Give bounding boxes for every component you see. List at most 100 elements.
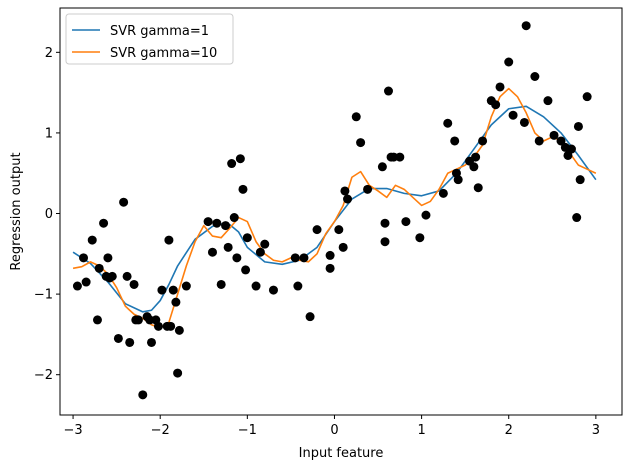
data-point (575, 175, 585, 185)
data-point (491, 100, 501, 110)
data-point (125, 337, 135, 347)
data-point (453, 175, 463, 185)
data-point (293, 281, 303, 291)
data-point (138, 390, 148, 400)
data-point (207, 247, 217, 257)
data-point (566, 144, 576, 154)
data-point (251, 281, 261, 291)
x-tick-label: 3 (592, 423, 600, 438)
x-axis-label: Input feature (299, 446, 384, 461)
data-point (582, 92, 592, 102)
data-point (122, 271, 132, 281)
x-tick-label: −3 (63, 423, 82, 438)
y-tick-label: −1 (34, 288, 53, 303)
data-point (421, 210, 431, 220)
data-point (232, 253, 242, 263)
data-point (229, 213, 239, 223)
data-point (119, 197, 129, 207)
data-point (573, 121, 583, 131)
y-tick-label: −2 (34, 368, 53, 383)
data-point (99, 218, 109, 228)
y-axis-label: Regression output (9, 152, 24, 270)
data-point (171, 297, 181, 307)
data-point (153, 321, 163, 331)
x-axis-ticks: −3 −2 −1 0 1 2 3 (63, 415, 600, 438)
data-point (268, 285, 278, 295)
y-tick-label: 1 (45, 126, 53, 141)
data-point (241, 265, 251, 275)
data-point (530, 72, 540, 81)
data-point (549, 130, 559, 140)
x-tick-label: −1 (238, 423, 257, 438)
legend: SVR gamma=1 SVR gamma=10 (65, 13, 234, 65)
data-point (113, 333, 123, 343)
data-point (168, 285, 178, 295)
data-point (238, 184, 248, 194)
data-point (534, 136, 544, 146)
data-point (340, 186, 350, 196)
data-point (260, 239, 270, 249)
data-point (227, 159, 237, 169)
data-point (203, 217, 213, 227)
data-point (223, 242, 233, 252)
y-axis-ticks: −2 −1 0 1 2 (34, 46, 60, 383)
data-point (351, 112, 361, 122)
data-point (221, 221, 231, 231)
data-point (299, 253, 309, 263)
data-point (242, 233, 252, 243)
data-point (443, 118, 453, 128)
legend-label-gamma-10: SVR gamma=10 (110, 46, 217, 61)
data-point (212, 218, 222, 228)
data-point (157, 285, 167, 295)
data-point (173, 368, 183, 378)
data-point (103, 253, 113, 263)
series-layer (72, 21, 597, 400)
x-tick-label: 0 (330, 423, 338, 438)
plot-area (59, 7, 623, 416)
y-tick-label: 0 (45, 207, 53, 222)
data-point (380, 218, 390, 228)
data-point (133, 315, 143, 325)
data-point (81, 277, 91, 287)
data-point (129, 279, 139, 289)
data-point (343, 194, 353, 204)
x-tick-label: −2 (151, 423, 170, 438)
plot-frame (59, 7, 623, 416)
data-point (556, 136, 566, 146)
data-point (325, 263, 335, 273)
data-point (181, 281, 191, 291)
data-point (72, 281, 82, 291)
data-point (508, 110, 518, 120)
data-point (519, 117, 529, 127)
data-point (383, 86, 393, 96)
data-point (469, 162, 479, 172)
data-point (235, 154, 245, 164)
data-point (92, 315, 102, 325)
data-point (363, 184, 373, 194)
data-point (290, 253, 300, 263)
data-point (79, 253, 89, 263)
legend-label-gamma-1: SVR gamma=1 (110, 24, 209, 39)
data-point (338, 242, 348, 252)
data-point (255, 247, 265, 257)
data-point (380, 237, 390, 247)
data-point (395, 152, 405, 162)
x-tick-label: 1 (417, 423, 425, 438)
data-point (166, 321, 176, 331)
data-point (473, 183, 483, 193)
y-tick-label: 2 (45, 46, 53, 61)
data-point (415, 233, 425, 243)
data-point (521, 21, 531, 31)
data-point (356, 138, 366, 148)
data-point (174, 325, 184, 335)
data-point (146, 337, 156, 347)
data-point (495, 82, 505, 92)
data-point (471, 152, 481, 162)
data-point (216, 279, 226, 289)
data-point (504, 57, 514, 67)
data-point (325, 250, 335, 260)
data-point (107, 271, 117, 281)
data-point (572, 213, 582, 223)
